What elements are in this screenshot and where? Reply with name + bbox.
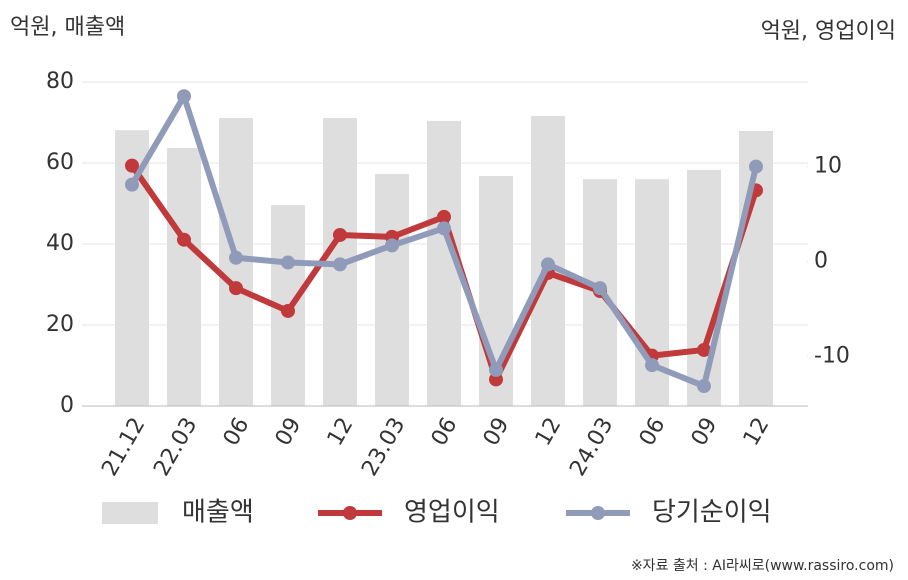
- x-tick-label: 22.03: [149, 414, 202, 481]
- y-tick-label: 60: [46, 150, 74, 175]
- x-tick-label: 06: [219, 414, 255, 451]
- x-tick-label: 06: [427, 414, 463, 451]
- point: [177, 232, 191, 247]
- bar: [167, 148, 201, 406]
- point: [437, 221, 451, 236]
- x-tick-label: 24.03: [565, 414, 618, 481]
- point: [125, 177, 139, 192]
- y-axis-label: 억원, 매출액: [10, 15, 125, 40]
- point: [229, 250, 243, 265]
- bar: [687, 169, 721, 406]
- x-tick-label: 09: [479, 414, 515, 451]
- bar: [375, 173, 409, 406]
- x-tick-label: 23.03: [357, 414, 410, 481]
- point: [489, 362, 503, 377]
- x-tick-label: 12: [531, 414, 567, 451]
- x-tick-label: 06: [635, 414, 671, 451]
- x-tick-label: 12: [323, 414, 359, 451]
- point: [125, 158, 139, 173]
- legend-swatch: [343, 506, 357, 520]
- bar: [115, 130, 149, 406]
- y2-tick-label: 0: [814, 249, 828, 274]
- point: [749, 159, 763, 174]
- x-tick-label: 09: [687, 414, 723, 451]
- y-tick-label: 20: [46, 312, 74, 337]
- y2-tick-label: -10: [814, 344, 850, 369]
- point: [281, 255, 295, 270]
- legend-label: 매출액: [182, 498, 254, 528]
- y2-tick-label: 10: [814, 154, 842, 179]
- x-tick-label: 12: [739, 414, 775, 451]
- x-tick-label: 09: [271, 414, 307, 451]
- point: [333, 257, 347, 272]
- point: [697, 379, 711, 394]
- point: [385, 238, 399, 253]
- point: [541, 257, 555, 272]
- legend-swatch: [591, 506, 605, 520]
- y-tick-label: 0: [60, 393, 74, 418]
- point: [333, 227, 347, 242]
- y-tick-label: 80: [46, 69, 74, 94]
- point: [281, 303, 295, 318]
- legend-label: 영업이익: [404, 498, 500, 528]
- point: [593, 281, 607, 296]
- y2-axis-label: 억원, 영업이익: [761, 19, 896, 44]
- point: [177, 89, 191, 104]
- point: [697, 342, 711, 357]
- legend-label: 당기순이익: [652, 498, 772, 528]
- point: [437, 209, 451, 224]
- point: [229, 281, 243, 296]
- source: ※자료 출처 : AI라씨로(www.rassiro.com): [631, 558, 894, 574]
- y-tick-label: 40: [46, 231, 74, 256]
- x-tick-label: 21.12: [97, 414, 150, 481]
- legend-swatch: [102, 502, 158, 524]
- point: [645, 358, 659, 373]
